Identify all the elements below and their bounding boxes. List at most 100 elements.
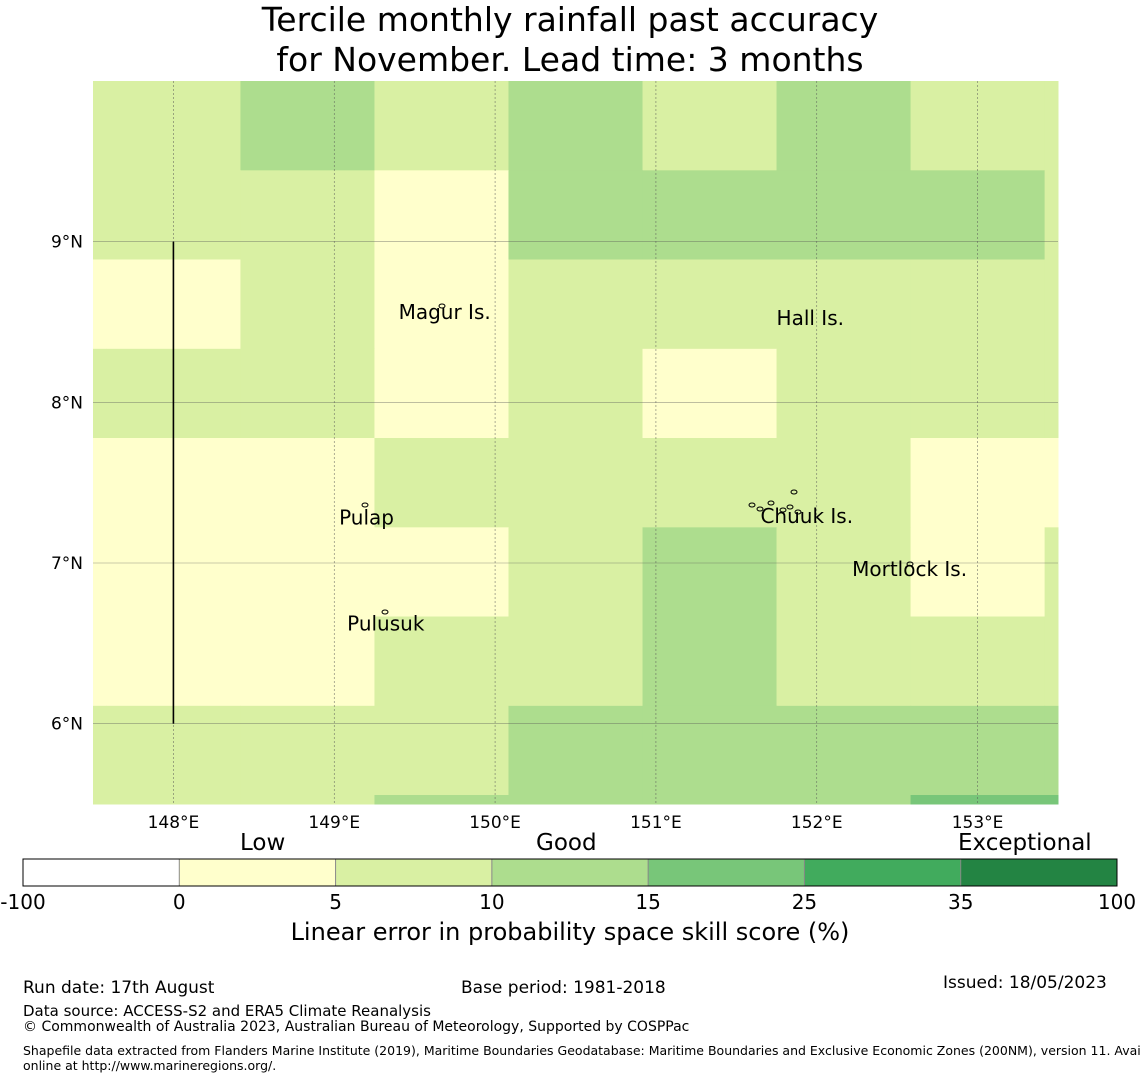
colorbar-tick-label: 0 [172, 890, 186, 914]
skill-cell [642, 438, 778, 528]
skill-cell [642, 705, 778, 796]
skill-cell [93, 348, 107, 439]
island-outline [790, 489, 798, 495]
colorbar-swatch [23, 859, 180, 886]
skill-cell [93, 705, 107, 796]
skill-cell [240, 438, 375, 528]
skill-cell [1044, 348, 1059, 439]
data-source: Data source: ACCESS-S2 and ERA5 Climate … [23, 1002, 431, 1020]
skill-cell [240, 795, 375, 805]
colorbar [22, 858, 1118, 887]
skill-cell [93, 795, 107, 805]
colorbar-heading-good: Good [536, 830, 597, 856]
skill-cell [508, 81, 644, 171]
lon-tick-label: 148°E [148, 813, 200, 830]
skill-cell [93, 81, 107, 171]
axis-tick-labels: 148°E 149°E 150°E 151°E 152°E 153°E 6°N 7°N 8°N 9… [51, 233, 1003, 830]
skill-cell [776, 170, 912, 261]
skill-cell [240, 259, 375, 350]
lat-tick-label: 6°N [51, 715, 83, 735]
skill-cell [642, 348, 778, 439]
skill-cell [240, 348, 375, 439]
colorbar-tick-label: 35 [947, 890, 974, 914]
skill-cell [1044, 795, 1059, 805]
skill-cell [374, 170, 509, 261]
skill-cell [776, 705, 912, 796]
skill-cell [93, 616, 107, 707]
lon-tick-label: 149°E [308, 813, 360, 830]
skill-cell [776, 527, 912, 618]
island-outline [794, 509, 802, 515]
island-outline [786, 504, 794, 510]
skill-cell [1044, 616, 1059, 707]
island-outline [906, 561, 914, 567]
island-outline [361, 502, 369, 508]
place-label: Magur Is. [399, 300, 491, 324]
place-label: Mortlock Is. [852, 557, 967, 581]
issued-date: Issued: 18/05/2023 [943, 973, 1107, 993]
skill-cell [93, 170, 107, 261]
island-outline [779, 507, 787, 513]
skill-cell [508, 527, 644, 618]
lon-tick-label: 152°E [791, 813, 843, 830]
skill-cell [1044, 438, 1059, 528]
graticule [93, 81, 1058, 804]
shapefile-note-1: Shapefile data extracted from Flanders M… [23, 1043, 1140, 1058]
colorbar-heading-exceptional: Exceptional [958, 830, 1092, 856]
colorbar-swatch [960, 859, 1117, 886]
lon-tick-label: 153°E [952, 813, 1004, 830]
skill-cell [776, 348, 912, 439]
skill-cell [240, 170, 375, 261]
island-outline [438, 303, 446, 309]
skill-cell [1044, 705, 1059, 796]
map-title: Tercile monthly rainfall past accuracy f… [0, 0, 1140, 80]
skill-cell [776, 616, 912, 707]
skill-cell [374, 348, 509, 439]
skill-cell [374, 616, 509, 707]
island-outlines [361, 303, 914, 615]
colorbar-swatch [648, 859, 805, 886]
colorbar-frame [22, 858, 1118, 887]
shapefile-note-2: online at http://www.marineregions.org/. [23, 1058, 277, 1073]
skill-cell [776, 259, 912, 350]
skill-cell [374, 795, 509, 805]
island-outline [381, 609, 389, 615]
title-line-2: for November. Lead time: 3 months [276, 40, 864, 79]
skill-cell [93, 259, 107, 350]
skill-cell [508, 705, 644, 796]
colorbar-tick-label: 10 [479, 890, 505, 914]
colorbar-tick-label: 15 [635, 890, 661, 914]
colorbar-label: Linear error in probability space skill … [290, 918, 850, 946]
colorbar-swatch [335, 859, 492, 886]
skill-cell [1044, 259, 1059, 350]
run-date: Run date: 17th August [23, 978, 215, 998]
island-outline [748, 502, 756, 508]
skill-cell [642, 527, 778, 618]
island-outline [767, 500, 775, 506]
colorbar-tick-label: -100 [0, 890, 46, 914]
place-label: Pulusuk [347, 611, 425, 635]
skill-cell [642, 259, 778, 350]
skill-cell [240, 705, 375, 796]
skill-cell [776, 438, 912, 528]
skill-cell [642, 616, 778, 707]
skill-cell [374, 81, 509, 171]
colorbar-swatch [804, 859, 961, 886]
skill-cell [106, 795, 241, 805]
base-period: Base period: 1981-2018 [461, 978, 666, 998]
place-labels: Magur Is. Hall Is. Pulap Chuuk Is. Mortlock … [339, 300, 967, 636]
skill-map: Magur Is. Hall Is. Pulap Chuuk Is. Mortlock … [51, 81, 1059, 830]
skill-cell [642, 81, 778, 171]
skill-cell [508, 795, 644, 805]
skill-cell [508, 616, 644, 707]
skill-cell [910, 795, 1046, 805]
colorbar-tick-label: 100 [1097, 890, 1137, 914]
skill-cell [776, 795, 912, 805]
colorbar-tick-label: 5 [329, 890, 342, 914]
lat-tick-label: 8°N [51, 393, 83, 413]
skill-cell [374, 527, 509, 618]
skill-cell [642, 795, 778, 805]
lon-tick-label: 151°E [630, 813, 682, 830]
skill-cell [240, 81, 375, 171]
skill-cell [508, 438, 644, 528]
